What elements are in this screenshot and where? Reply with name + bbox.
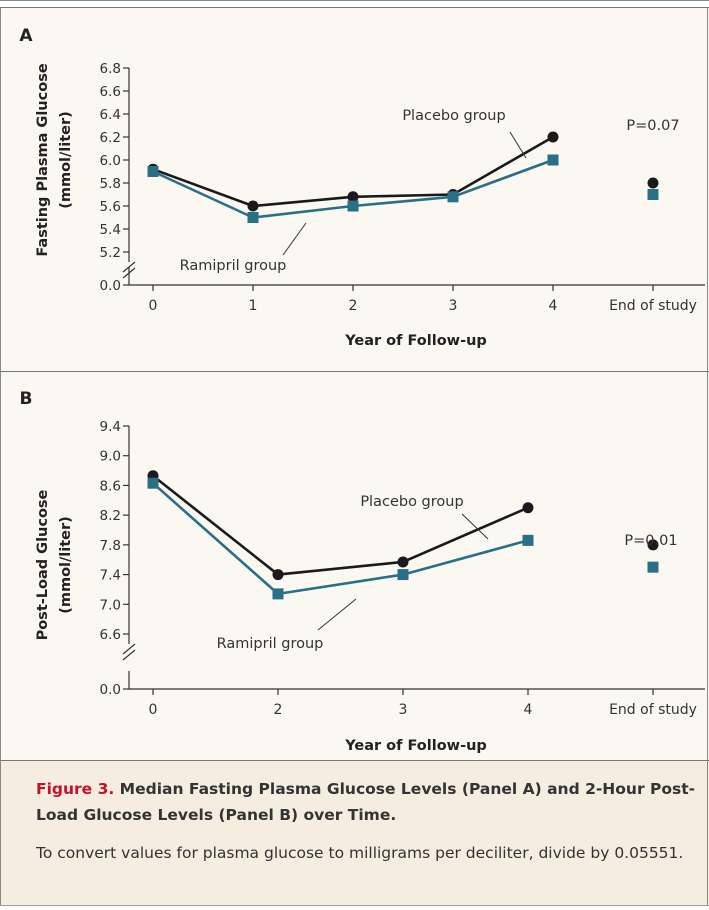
y-tick-label: 5.8 bbox=[100, 176, 121, 192]
placebo-point bbox=[547, 131, 559, 143]
ramipril-point bbox=[647, 561, 659, 573]
y-axis-title: (mmol/liter) bbox=[58, 111, 74, 209]
label-leader-line bbox=[509, 131, 527, 159]
placebo-point bbox=[522, 502, 534, 514]
x-tick-label: End of study bbox=[609, 298, 697, 314]
ramipril-point bbox=[522, 534, 534, 546]
x-tick-label: 4 bbox=[549, 298, 558, 314]
ramipril-point bbox=[347, 200, 359, 212]
ramipril-series-label: Ramipril group bbox=[217, 636, 324, 652]
y-axis-title: Fasting Plasma Glucose bbox=[35, 63, 51, 256]
y-tick-label: 8.6 bbox=[100, 478, 121, 494]
x-tick-label: 0 bbox=[149, 298, 158, 314]
ramipril-series-label: Ramipril group bbox=[180, 258, 287, 274]
ramipril-point bbox=[147, 477, 159, 489]
y-tick-label: 0.0 bbox=[100, 278, 121, 294]
y-axis-title: (mmol/liter) bbox=[58, 516, 74, 614]
panel-label: B bbox=[20, 389, 33, 409]
x-tick-label: 4 bbox=[524, 702, 533, 718]
y-tick-label: 5.4 bbox=[100, 222, 121, 238]
ramipril-point bbox=[247, 212, 259, 223]
ramipril-point bbox=[272, 588, 284, 600]
panel-label: A bbox=[19, 26, 33, 46]
axis-break-mark bbox=[122, 267, 136, 279]
y-tick-label: 6.4 bbox=[100, 107, 121, 123]
p-value-annotation: P=0.01 bbox=[624, 533, 677, 549]
y-tick-label: 6.8 bbox=[100, 61, 121, 77]
x-axis-title: Year of Follow-up bbox=[344, 738, 487, 754]
caption-box bbox=[0, 761, 709, 906]
placebo-point bbox=[647, 177, 659, 189]
x-tick-label: 2 bbox=[349, 298, 358, 314]
label-leader-line bbox=[461, 513, 489, 540]
x-tick-label: 3 bbox=[399, 702, 408, 718]
placebo-point bbox=[347, 191, 359, 203]
axis-break-mark bbox=[122, 261, 136, 273]
x-axis-title: Year of Follow-up bbox=[344, 333, 487, 349]
ramipril-point bbox=[397, 569, 409, 581]
caption-body: To convert values for plasma glucose to … bbox=[36, 844, 684, 862]
y-tick-label: 5.6 bbox=[100, 199, 121, 215]
y-tick-label: 6.2 bbox=[100, 130, 121, 146]
y-tick-label: 8.2 bbox=[100, 508, 121, 524]
placebo-point bbox=[272, 569, 284, 581]
ramipril-point bbox=[547, 154, 559, 166]
y-tick-label: 6.6 bbox=[100, 627, 121, 643]
top-rule bbox=[0, 0, 709, 1]
y-tick-label: 9.0 bbox=[100, 449, 121, 465]
label-leader-line bbox=[282, 222, 307, 256]
placebo-point bbox=[247, 200, 259, 212]
x-tick-label: 2 bbox=[274, 702, 283, 718]
chart-panel-b: B 9.4 9.0 8.6 8.2 7.8 7.4 7.0 6.6 0.0 0 2 3 4 End of s… bbox=[20, 389, 705, 754]
axis-break-mark bbox=[122, 643, 136, 655]
y-tick-label: 7.8 bbox=[100, 538, 121, 554]
x-tick-label: 1 bbox=[249, 298, 258, 314]
placebo-point bbox=[647, 539, 659, 551]
series-line bbox=[152, 474, 529, 576]
ramipril-point bbox=[147, 166, 159, 177]
top-rule-inner bbox=[0, 7, 709, 8]
figure-frame bbox=[0, 8, 708, 905]
chart-panel-a: A 6.8 6.6 6.4 6.2 6.0 5.8 5.6 5.4 5.2 0.0 0 1 2 3 4 End … bbox=[19, 26, 705, 349]
ramipril-point bbox=[647, 189, 659, 200]
placebo-series-label: Placebo group bbox=[360, 494, 463, 510]
placebo-point bbox=[397, 556, 409, 568]
y-tick-label: 6.0 bbox=[100, 153, 121, 169]
y-tick-label: 9.4 bbox=[100, 419, 121, 435]
placebo-series-label: Placebo group bbox=[402, 108, 505, 124]
y-tick-label: 5.2 bbox=[100, 245, 121, 261]
x-tick-label: End of study bbox=[609, 702, 697, 718]
y-tick-label: 0.0 bbox=[100, 682, 121, 698]
y-tick-label: 7.0 bbox=[100, 597, 121, 613]
ramipril-point bbox=[447, 191, 459, 203]
axis-break-mark bbox=[122, 649, 136, 661]
y-tick-label: 7.4 bbox=[100, 568, 121, 584]
p-value-annotation: P=0.07 bbox=[626, 118, 679, 134]
figure-label: Figure 3. bbox=[36, 780, 115, 798]
x-tick-label: 3 bbox=[449, 298, 458, 314]
series-line bbox=[152, 482, 529, 596]
label-leader-line bbox=[317, 598, 357, 631]
x-tick-label: 0 bbox=[149, 702, 158, 718]
panel-a-background bbox=[0, 8, 709, 372]
caption-title: Figure 3. Median Fasting Plasma Glucose … bbox=[36, 776, 704, 828]
y-tick-label: 6.6 bbox=[100, 84, 121, 100]
caption-title-text: Median Fasting Plasma Glucose Levels (Pa… bbox=[36, 780, 696, 824]
y-axis-title: Post-Load Glucose bbox=[35, 489, 51, 640]
